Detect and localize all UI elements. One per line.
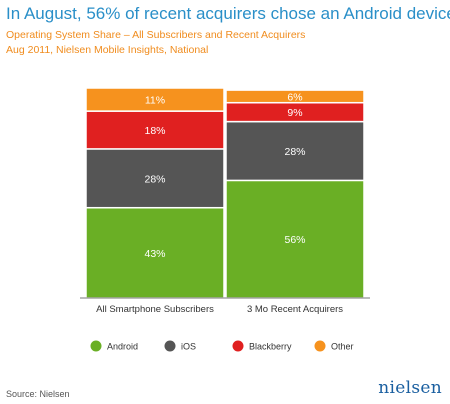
nielsen-logo: nielsen <box>378 378 442 398</box>
bar-segment-ios <box>225 120 365 182</box>
legend-label: Other <box>331 342 354 352</box>
x-tick-label: All Smartphone Subscribers <box>96 304 214 315</box>
data-label: 11% <box>145 95 165 107</box>
chart-subtitle-date: Aug 2011, Nielsen Mobile Insights, Natio… <box>6 44 209 56</box>
x-tick-label: 3 Mo Recent Acquirers <box>247 304 343 315</box>
legend-marker-android <box>90 340 102 352</box>
legend-marker-other <box>314 340 326 352</box>
data-label: 9% <box>287 107 302 119</box>
source-note: Source: Nielsen <box>6 389 70 399</box>
bar-segment-android <box>85 206 225 299</box>
bar-segment-other <box>85 87 225 112</box>
legend-marker-blackberry <box>232 340 244 352</box>
data-label: 43% <box>144 248 165 260</box>
chart-title: In August, 56% of recent acquirers chose… <box>6 4 450 23</box>
data-label: 6% <box>287 91 302 103</box>
data-label: 18% <box>144 125 165 137</box>
chart-subtitle: Operating System Share – All Subscribers… <box>6 29 306 41</box>
legend-label: Blackberry <box>249 342 292 352</box>
data-label: 56% <box>284 234 305 246</box>
bar-segment-android <box>225 179 365 299</box>
legend-label: iOS <box>181 342 196 352</box>
legend-label: Android <box>107 342 138 352</box>
bar-segment-ios <box>85 148 225 209</box>
data-label: 28% <box>284 146 305 158</box>
data-label: 28% <box>144 173 165 185</box>
legend-marker-ios <box>164 340 176 352</box>
bar-segment-other <box>225 89 365 104</box>
